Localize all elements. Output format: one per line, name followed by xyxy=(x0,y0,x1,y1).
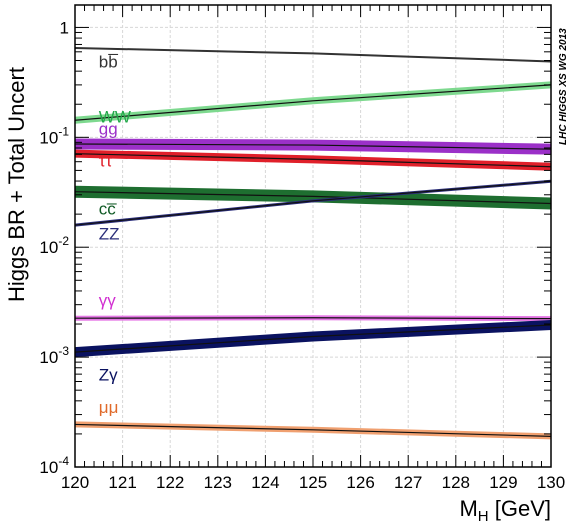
x-tick-label: 128 xyxy=(442,473,470,492)
y-tick-exponent: -4 xyxy=(58,454,69,468)
series-label: γγ xyxy=(99,291,117,310)
series-label: WW xyxy=(99,107,131,126)
y-tick-label: 10-1 xyxy=(39,124,69,147)
y-tick-label: 10-4 xyxy=(39,454,69,477)
x-tick-label: 130 xyxy=(537,473,565,492)
x-tick-label: 124 xyxy=(251,473,279,492)
series-line xyxy=(74,180,552,226)
x-tick-label: 127 xyxy=(394,473,422,492)
x-tick-label: 123 xyxy=(204,473,232,492)
series-label: μμ xyxy=(99,398,119,417)
x-tick-label: 121 xyxy=(108,473,136,492)
series-group xyxy=(74,46,552,440)
series-line xyxy=(74,317,552,320)
x-axis-title-unit: [GeV] xyxy=(489,496,551,521)
x-axis-title-main: M xyxy=(459,496,477,521)
y-tick-label: 10-3 xyxy=(39,344,69,367)
series-line xyxy=(74,153,552,168)
y-tick-label: 10-2 xyxy=(39,234,69,257)
series-line xyxy=(74,191,552,205)
x-tick-label: 129 xyxy=(489,473,517,492)
series-line xyxy=(74,84,552,121)
x-tick-label: 125 xyxy=(299,473,327,492)
y-tick-base: 10 xyxy=(39,238,58,257)
x-tick-label: 120 xyxy=(61,473,89,492)
y-tick-base: 10 xyxy=(39,458,58,477)
series-label: gg xyxy=(99,120,118,139)
collaboration-annotation: LHC HIGGS XS WG 2013 xyxy=(558,28,569,145)
series-label: cc̅ xyxy=(99,200,117,219)
y-tick-base: 1 xyxy=(60,18,69,37)
x-tick-labels: 120 121 122 123 124 125 126 127 128 129 130 xyxy=(61,473,565,492)
series-label: ττ xyxy=(99,152,113,171)
series-line xyxy=(74,47,552,63)
grid xyxy=(74,5,552,468)
series-label: Zγ xyxy=(99,365,118,384)
y-axis-title: Higgs BR + Total Uncert xyxy=(4,67,29,302)
series-line xyxy=(74,423,552,437)
x-axis-title: MH [GeV] xyxy=(459,496,551,525)
x-axis-title-sub: H xyxy=(478,508,489,525)
x-tick-label: 122 xyxy=(156,473,184,492)
y-tick-base: 10 xyxy=(39,128,58,147)
y-tick-exponent: -2 xyxy=(58,234,69,248)
series-label: ZZ xyxy=(99,224,120,243)
series-band xyxy=(74,319,552,358)
ticks xyxy=(74,5,552,468)
y-tick-labels: 110-110-210-310-4 xyxy=(39,18,69,477)
y-tick-exponent: -1 xyxy=(58,124,69,138)
y-tick-base: 10 xyxy=(39,348,58,367)
series-label: bb̅ xyxy=(99,53,118,72)
series-line xyxy=(74,324,552,353)
series-line xyxy=(74,143,552,150)
x-tick-label: 126 xyxy=(346,473,374,492)
y-tick-label: 1 xyxy=(60,18,69,37)
y-tick-exponent: -3 xyxy=(58,344,69,358)
